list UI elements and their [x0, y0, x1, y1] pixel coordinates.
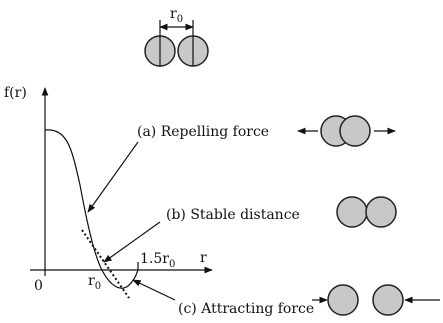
atom: [373, 285, 403, 315]
label-sub: 0: [169, 259, 175, 270]
annotation-c: (c) Attracting force: [178, 301, 314, 317]
atom: [328, 285, 358, 315]
x-axis-label: r: [200, 250, 207, 266]
r15-tick-label: 1.5r0: [140, 251, 175, 270]
pointer: [133, 280, 175, 300]
y-axis-label: f(r): [4, 85, 27, 101]
top-r0-label: r0: [170, 6, 183, 25]
pointer: [88, 142, 138, 212]
label-sub: 0: [177, 14, 183, 25]
label-sub: 0: [95, 281, 101, 292]
annotation-b: (b) Stable distance: [166, 207, 300, 223]
atom: [337, 197, 367, 227]
label-base: 1.5r: [140, 251, 169, 267]
r0-tick-label: r0: [88, 273, 101, 292]
origin-label: 0: [34, 278, 43, 294]
diagram: r0 f(r) r 0 r0 1.5r0 (a) Repelling force…: [0, 0, 443, 319]
atom: [340, 116, 370, 146]
page: {"top_label": {"base": "r", "sub": "0"},…: [0, 0, 443, 319]
force-curve: [45, 130, 138, 288]
annotation-a: (a) Repelling force: [137, 124, 269, 140]
atom: [366, 197, 396, 227]
